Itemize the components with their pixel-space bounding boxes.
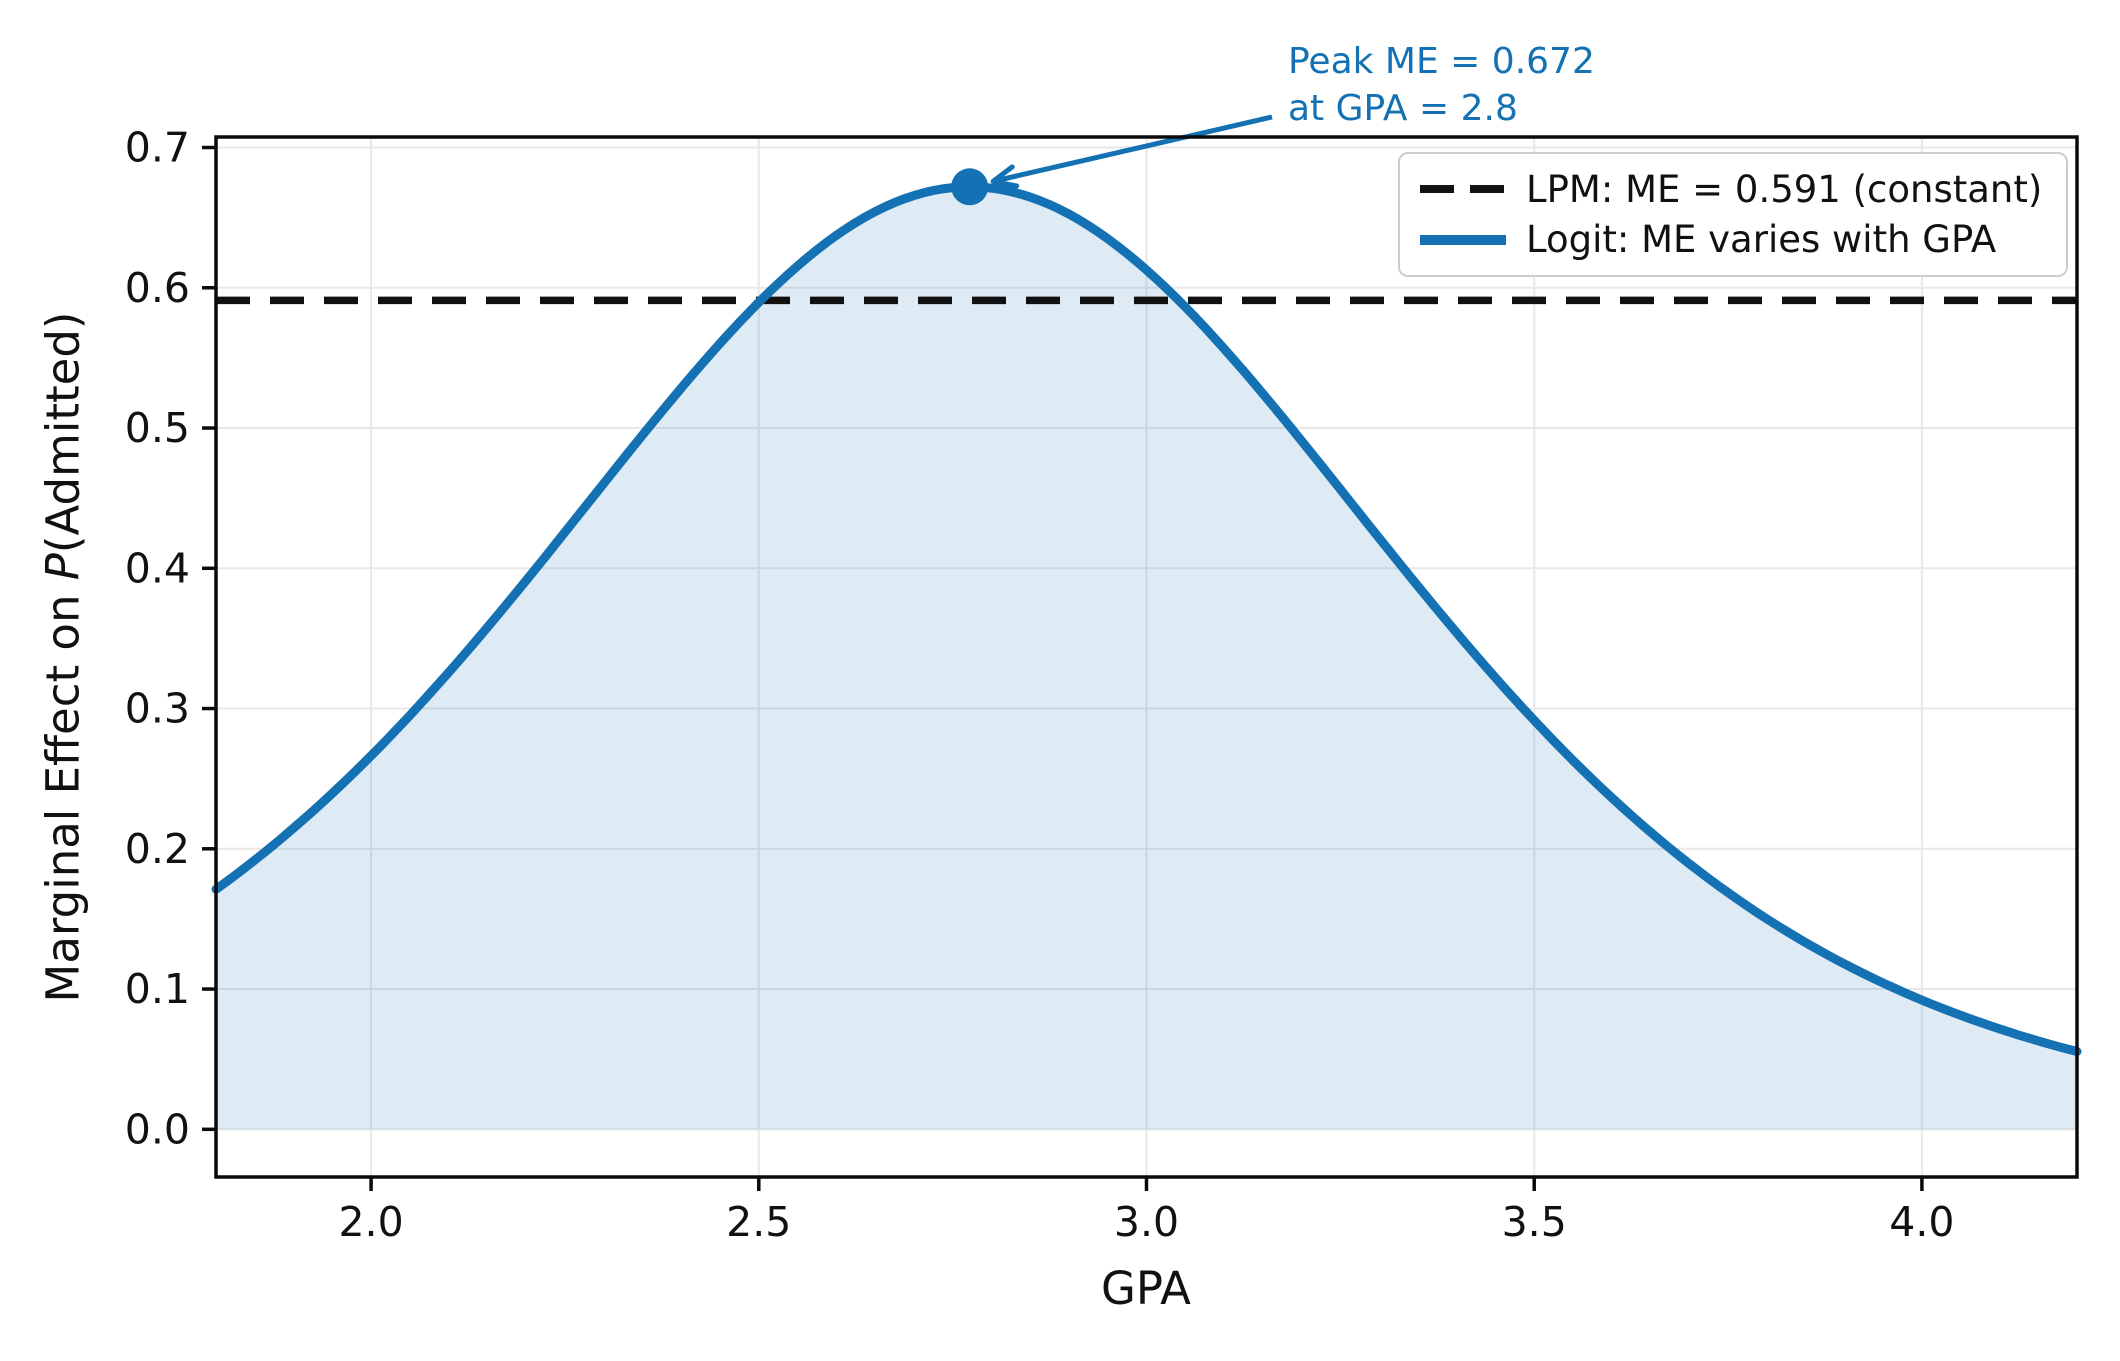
x-axis-label: GPA [1101,1262,1191,1315]
y-tick-label: 0.6 [125,264,190,312]
y-axis-label: Marginal Effect on P(Admitted) [37,312,90,1003]
y-tick-label: 0.0 [125,1105,190,1153]
legend-label-logit: Logit: ME varies with GPA [1526,218,1997,262]
legend-item-logit: Logit: ME varies with GPA [1420,218,2046,261]
peak-annotation-line1: Peak ME = 0.672 [1288,41,1595,82]
y-axis-label-suffix: (Admitted) [36,311,90,554]
y-tick-label: 0.4 [125,544,190,592]
y-tick-label: 0.3 [125,685,190,733]
annotation-arrowhead [990,164,1020,189]
legend-dashed-line-sample [1420,185,1506,194]
peak-annotation: Peak ME = 0.672 at GPA = 2.8 [1288,38,1595,132]
y-tick-label: 0.2 [125,825,190,873]
logit-fill-area [216,186,2077,1130]
legend: LPM: ME = 0.591 (constant) Logit: ME var… [1398,152,2068,277]
legend-item-lpm: LPM: ME = 0.591 (constant) [1420,168,2046,211]
y-tick-label: 0.5 [125,404,190,452]
x-tick-label: 3.5 [1502,1198,1567,1246]
y-axis-label-italic-p: P [36,553,90,581]
legend-label-lpm: LPM: ME = 0.591 (constant) [1526,167,2043,211]
legend-solid-line-sample [1420,234,1506,245]
x-tick-label: 3.0 [1114,1198,1179,1246]
logit-curve [211,182,2082,1056]
annotation-arrow-shaft [992,114,1273,184]
x-tick-label: 2.5 [726,1198,791,1246]
x-tick-label: 4.0 [1889,1198,1954,1246]
y-axis-label-prefix: Marginal Effect on [36,580,90,1003]
peak-annotation-line2: at GPA = 2.8 [1288,88,1518,129]
y-tick-label: 0.1 [125,965,190,1013]
y-tick-label: 0.7 [125,124,190,172]
x-tick-label: 2.0 [338,1198,403,1246]
peak-marker [951,168,989,206]
